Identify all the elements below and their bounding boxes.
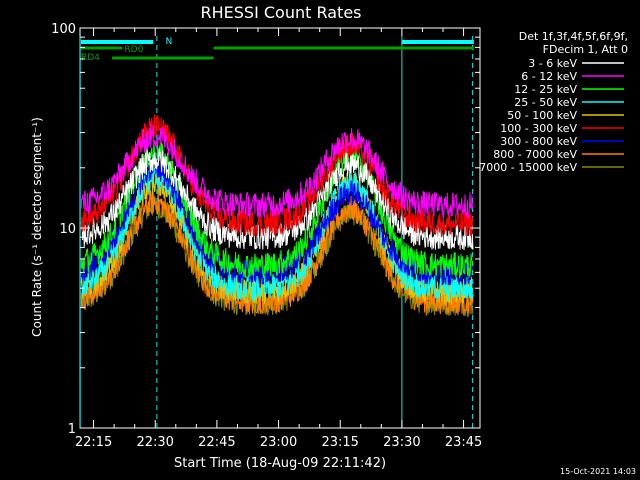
x-tick-label: 23:30 <box>383 435 420 450</box>
x-tick-label: 22:45 <box>198 435 235 450</box>
flag-label-RD4: RD4 <box>81 53 100 63</box>
x-tick-label: 22:30 <box>136 435 173 450</box>
flag-bars: N RD0 RD4 <box>81 37 474 63</box>
legend-label: 7000 - 15000 keV <box>479 161 577 174</box>
x-axis-label: Start Time (18-Aug-09 22:11:42) <box>174 456 386 471</box>
series-group <box>80 114 474 318</box>
y-axis-label: Count Rate (s⁻¹ detector segment⁻¹) <box>30 117 44 337</box>
axis-ticks: 22:15 22:30 22:45 23:00 23:15 23:30 23:45 1 10 10… <box>51 22 482 450</box>
legend-header: Det 1f,3f,4f,5f,6f,9f, <box>519 30 628 43</box>
x-tick-label: 22:15 <box>75 435 112 450</box>
series-line-1 <box>80 124 474 219</box>
series-line-0 <box>80 148 474 251</box>
y-tick-label: 100 <box>51 22 76 37</box>
legend: Det 1f,3f,4f,5f,6f,9f,FDecim 1, Att 03 -… <box>479 30 628 174</box>
chart-title: RHESSI Count Rates <box>201 3 362 22</box>
flag-label-N: N <box>166 37 173 47</box>
y-tick-label: 1 <box>68 422 76 437</box>
legend-label: 6 - 12 keV <box>521 70 577 83</box>
legend-label: 50 - 100 keV <box>507 109 577 122</box>
y-tick-label: 10 <box>59 222 76 237</box>
legend-label: 800 - 7000 keV <box>493 148 577 161</box>
x-tick-label: 23:15 <box>321 435 358 450</box>
legend-label: 300 - 800 keV <box>500 135 577 148</box>
legend-label: 25 - 50 keV <box>514 96 577 109</box>
legend-label: 100 - 300 keV <box>500 122 577 135</box>
legend-label: 12 - 25 keV <box>514 83 577 96</box>
flag-label-RD0: RD0 <box>124 45 143 55</box>
legend-header: FDecim 1, Att 0 <box>543 43 628 56</box>
timestamp: 15-Oct-2021 14:03 <box>560 467 636 476</box>
x-tick-label: 23:45 <box>445 435 482 450</box>
series-line-6 <box>80 155 474 286</box>
legend-label: 3 - 6 keV <box>528 57 577 70</box>
x-tick-label: 23:00 <box>260 435 297 450</box>
